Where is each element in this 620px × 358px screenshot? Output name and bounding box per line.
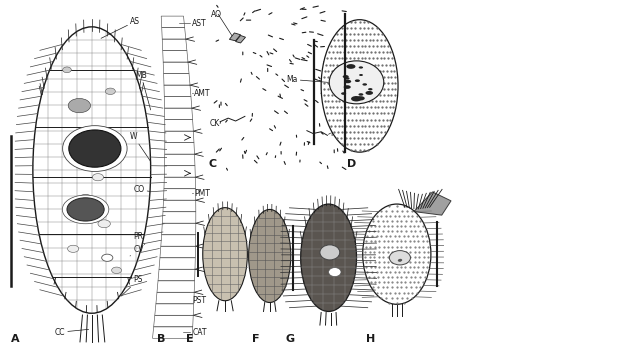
Ellipse shape: [69, 130, 121, 167]
Text: PS: PS: [122, 275, 143, 296]
Ellipse shape: [63, 67, 71, 73]
Text: E: E: [186, 334, 193, 344]
Ellipse shape: [105, 88, 115, 95]
Ellipse shape: [399, 259, 402, 261]
Text: H: H: [366, 334, 375, 344]
Ellipse shape: [359, 66, 363, 69]
Text: CO: CO: [133, 185, 151, 194]
Ellipse shape: [351, 96, 361, 101]
Ellipse shape: [343, 75, 348, 78]
Text: CK: CK: [210, 119, 220, 128]
Polygon shape: [236, 35, 246, 43]
Ellipse shape: [329, 268, 341, 276]
Text: B: B: [157, 334, 166, 344]
Ellipse shape: [343, 85, 351, 89]
Ellipse shape: [97, 129, 112, 139]
Text: F: F: [252, 334, 259, 344]
Text: PMT: PMT: [194, 189, 210, 198]
Text: Ma: Ma: [286, 75, 328, 84]
Ellipse shape: [92, 174, 104, 181]
Ellipse shape: [365, 91, 373, 95]
Text: W: W: [130, 132, 151, 161]
Ellipse shape: [363, 204, 431, 304]
Ellipse shape: [341, 92, 346, 95]
Ellipse shape: [345, 77, 350, 79]
Ellipse shape: [363, 83, 367, 86]
Polygon shape: [229, 33, 241, 41]
Ellipse shape: [79, 194, 92, 203]
Ellipse shape: [358, 93, 363, 96]
Text: A: A: [11, 334, 20, 344]
Text: MB: MB: [135, 71, 151, 110]
Ellipse shape: [68, 245, 79, 252]
Ellipse shape: [63, 126, 127, 171]
Ellipse shape: [102, 254, 113, 261]
Text: G: G: [285, 334, 294, 344]
Ellipse shape: [68, 98, 91, 113]
Ellipse shape: [344, 80, 351, 83]
Text: AS: AS: [101, 17, 140, 38]
Text: AST: AST: [192, 19, 207, 28]
Ellipse shape: [321, 20, 398, 152]
Ellipse shape: [33, 27, 151, 313]
Ellipse shape: [359, 74, 363, 76]
Ellipse shape: [203, 208, 247, 301]
Ellipse shape: [301, 204, 356, 311]
Ellipse shape: [398, 259, 402, 262]
Text: AO: AO: [211, 10, 222, 19]
Text: AMT: AMT: [194, 88, 211, 98]
Ellipse shape: [368, 88, 373, 90]
Ellipse shape: [67, 198, 104, 221]
Text: CC: CC: [55, 328, 89, 337]
Ellipse shape: [320, 245, 340, 260]
Text: PST: PST: [192, 296, 206, 305]
Text: CAT: CAT: [192, 328, 206, 337]
Text: PC: PC: [330, 129, 340, 138]
Text: D: D: [347, 159, 356, 169]
Ellipse shape: [356, 96, 365, 101]
Ellipse shape: [389, 251, 410, 265]
Text: PR: PR: [133, 232, 144, 245]
Ellipse shape: [355, 79, 360, 82]
Ellipse shape: [112, 267, 122, 274]
Ellipse shape: [62, 195, 109, 224]
Ellipse shape: [249, 209, 291, 303]
Ellipse shape: [98, 220, 110, 228]
Ellipse shape: [67, 148, 79, 156]
Polygon shape: [414, 192, 451, 215]
Ellipse shape: [347, 64, 355, 69]
Ellipse shape: [329, 61, 384, 104]
Text: CV: CV: [130, 245, 144, 256]
Text: C: C: [208, 159, 216, 169]
